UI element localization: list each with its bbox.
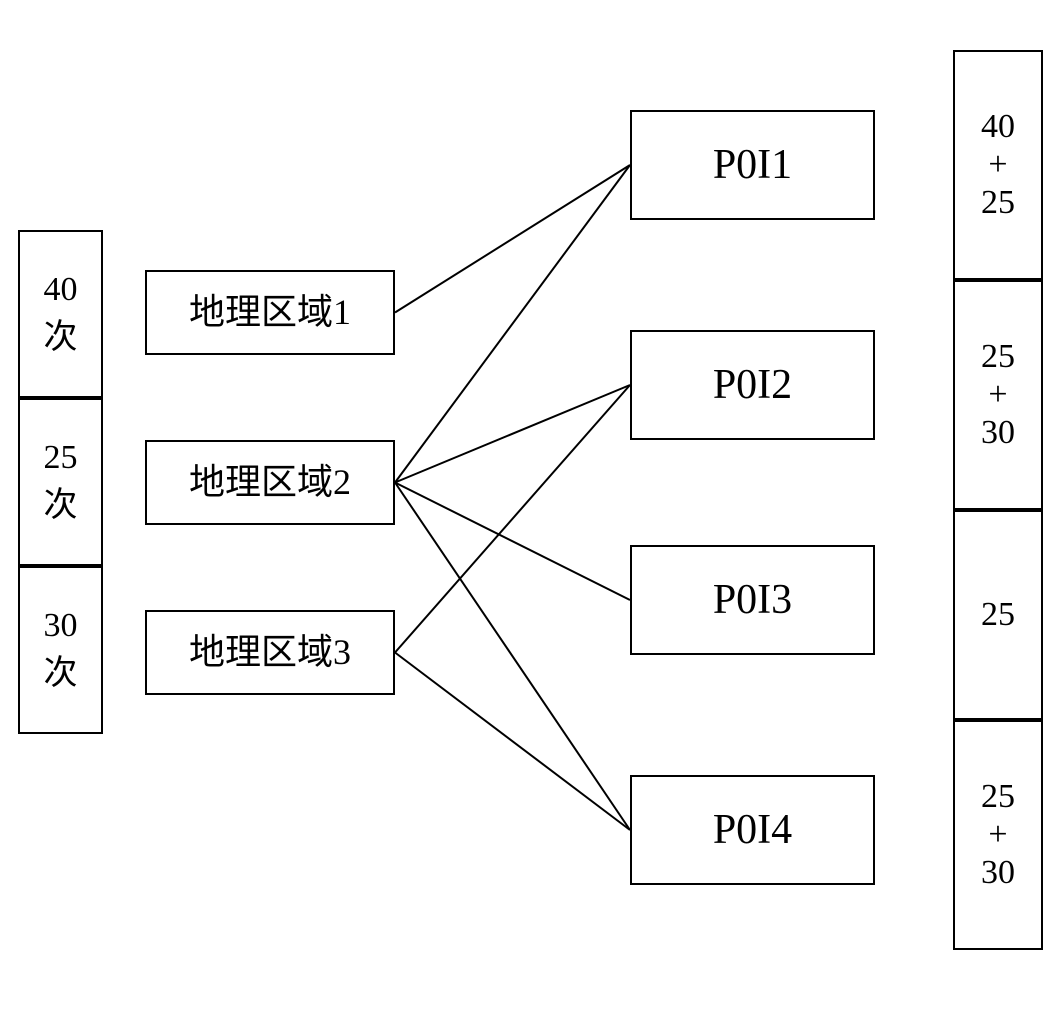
poi-1: P0I1 [630,110,875,220]
poi-2: P0I2 [630,330,875,440]
edge [395,165,630,483]
region-3: 地理区域3 [145,610,395,695]
region-1: 地理区域1 [145,270,395,355]
left-count-3: 30 次 [18,566,103,734]
edge [395,653,630,831]
poi-4: P0I4 [630,775,875,885]
region-2: 地理区域2 [145,440,395,525]
right-count-4: 25 + 30 [953,720,1043,950]
right-count-1: 40 + 25 [953,50,1043,280]
poi-3: P0I3 [630,545,875,655]
edge [395,483,630,601]
right-count-2: 25 + 30 [953,280,1043,510]
left-count-1: 40 次 [18,230,103,398]
left-count-2: 25 次 [18,398,103,566]
edge [395,385,630,483]
edge [395,165,630,313]
edge [395,385,630,653]
right-count-3: 25 [953,510,1043,720]
diagram-stage: 40 次 25 次 30 次 地理区域1 地理区域2 地理区域3 P0I1 P0… [0,0,1062,1014]
edge [395,483,630,831]
